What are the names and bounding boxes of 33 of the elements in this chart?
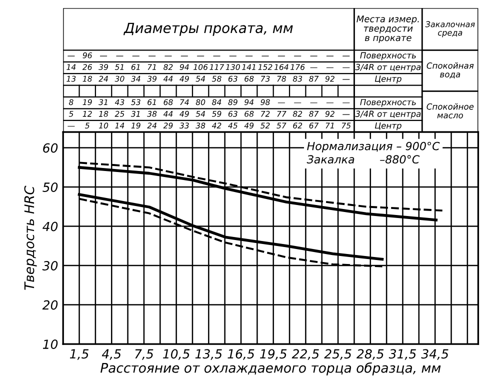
- x-axis-title: Расстояние от охлаждаемого торца образца, мм: [100, 362, 441, 376]
- x-tick-label: 7,5: [135, 349, 154, 360]
- text: Поверхность: [360, 99, 416, 107]
- x-tick-label: 19,5: [260, 349, 287, 360]
- y-tick-label: 60: [43, 143, 58, 153]
- y-tick-label: 10: [42, 340, 58, 349]
- y-tick-label: 30: [42, 261, 58, 270]
- x-tick-label: 34,5: [421, 349, 448, 360]
- text: Центр: [374, 76, 402, 84]
- text: Диаметры проката, мм: [123, 22, 293, 36]
- x-tick-label: 13,5: [195, 349, 222, 360]
- x-tick-label: 28,5: [356, 349, 384, 360]
- x-tick-label: 4,5: [102, 349, 121, 360]
- text: Спокойная вода: [426, 62, 474, 78]
- annotation: Нормализация – 900°С: [307, 142, 440, 152]
- y-tick-label: 40: [42, 222, 58, 232]
- text: 3/4R от центра: [355, 64, 421, 72]
- y-tick-label: 20: [42, 300, 58, 310]
- x-tick-label: 31,5: [388, 349, 416, 360]
- x-tick-label: 1,5: [70, 349, 89, 360]
- x-tick-label: 22,5: [292, 349, 319, 360]
- x-tick-label: 16,5: [228, 349, 254, 360]
- y-axis-title: Твердость HRC: [24, 186, 37, 290]
- y-tick-label: 50: [42, 182, 58, 192]
- annotation: Закалка –880°С: [306, 155, 420, 164]
- text: Закалочная среда: [425, 21, 475, 38]
- text: Центр: [374, 122, 402, 130]
- text: Спокойное масло: [426, 103, 474, 118]
- text: Места измер. твердости в прокате: [356, 16, 419, 43]
- text: 3/4R от центра: [355, 110, 421, 119]
- text: Поверхность: [360, 52, 416, 60]
- x-tick-label: 25,5: [324, 349, 352, 360]
- x-tick-label: 10,5: [163, 349, 190, 360]
